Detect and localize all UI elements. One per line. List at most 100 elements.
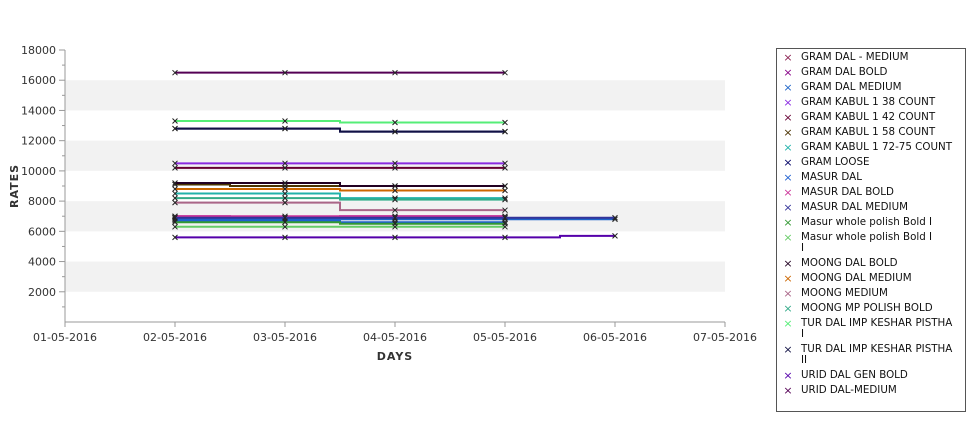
legend-item: × GRAM KABUL 1 58 COUNT [777,126,965,139]
series-3 [172,160,508,167]
legend-item: × GRAM KABUL 1 42 COUNT [777,111,965,124]
legend-label: TUR DAL IMP KESHAR PISTHA I [801,317,953,340]
legend-item: × GRAM KABUL 1 38 COUNT [777,96,965,109]
series-17 [172,118,508,126]
series-16 [172,195,508,203]
data-point [502,160,508,167]
legend-marker-icon: × [783,126,793,139]
data-point [392,165,398,171]
legend-marker-icon: × [783,66,793,79]
data-point [502,69,508,76]
legend-marker-icon: × [783,272,793,285]
series-14 [172,186,508,194]
data-point [392,119,398,126]
legend-item: × GRAM KABUL 1 72-75 COUNT [777,142,965,154]
series-20 [172,69,508,76]
data-point [172,223,178,230]
data-point [282,199,288,206]
data-point [282,186,288,192]
data-point [282,195,288,201]
data-point [282,160,288,167]
data-point [502,187,508,194]
data-point [502,214,508,221]
data-point [172,118,178,124]
data-point [392,207,398,214]
series-line [175,120,505,124]
data-point [392,223,398,230]
data-point [172,186,178,192]
legend-marker-icon: × [783,231,793,244]
y-tick-label: 18000 [21,44,56,57]
data-point [502,207,508,214]
series-12 [172,223,508,230]
legend-marker-icon: × [783,216,793,229]
legend-marker-icon: × [783,156,793,169]
y-tick-label: 6000 [28,225,56,238]
data-point [502,119,508,126]
legend-label: URID DAL GEN BOLD [801,369,908,381]
legend-marker-icon: × [783,186,793,199]
y-tick-label: 4000 [28,256,56,269]
legend-item: × MASUR DAL [777,171,965,184]
legend-item: × GRAM DAL BOLD [777,66,965,79]
data-point [502,183,508,189]
legend-item: × MOONG MP POLISH BOLD [777,302,965,315]
series-line [175,188,505,192]
x-axis-ticks: 01-05-2016 02-05-2016 03-05-2016 04-05-2016… [33,322,757,344]
legend-item: × URID DAL-MEDIUM [777,385,965,397]
series-line [175,234,615,239]
data-point [172,160,178,167]
data-point [172,125,178,132]
data-point [172,214,178,221]
legend-item: × GRAM LOOSE [777,156,965,169]
legend-label: GRAM DAL BOLD [801,66,888,78]
legend-marker-icon: × [783,343,793,356]
data-point [172,234,178,241]
y-tick-label: 12000 [21,135,56,148]
data-point [392,187,398,194]
legend-marker-icon: × [783,302,793,315]
data-point [172,190,178,197]
legend-item: × GRAM DAL MEDIUM [777,81,965,94]
y-tick-label: 2000 [28,286,56,299]
legend-marker-icon: × [783,96,793,109]
legend-label: MASUR DAL BOLD [801,186,894,198]
legend-label: MASUR DAL [801,171,862,183]
legend-item: × TUR DAL IMP KESHAR PISTHA II [777,344,965,366]
series-15 [172,199,508,214]
data-point [282,214,288,221]
series-10 [172,214,618,221]
data-point [172,165,178,171]
data-point [392,214,398,221]
x-tick-label: 05-05-2016 [473,331,537,344]
legend-marker-icon: × [783,201,793,214]
legend-marker-icon: × [783,369,793,382]
legend-label: GRAM DAL MEDIUM [801,81,902,93]
data-point [502,128,508,135]
legend-label: MOONG MEDIUM [801,287,888,299]
data-point [282,234,288,241]
data-point [392,234,398,241]
data-point [172,69,178,76]
y-axis-ticks: 2000 4000 6000 8000 10000 12000 14000 16000 1800… [21,44,65,308]
series-line [175,221,505,225]
legend-label: Masur whole polish Bold I I [801,231,933,254]
x-tick-label: 06-05-2016 [583,331,647,344]
legend-label: GRAM KABUL 1 58 COUNT [801,126,936,138]
legend-marker-icon: × [783,171,793,184]
legend-item: × URID DAL GEN BOLD [777,369,965,382]
data-point [502,234,508,241]
legend-marker-icon: × [783,257,793,270]
series-lines [172,69,618,241]
legend-item: × GRAM DAL - MEDIUM [777,52,965,64]
grid-band [65,140,725,171]
line-chart: 2000 4000 6000 8000 10000 12000 14000 16000 1800… [8,44,757,363]
series-line [175,192,505,200]
data-point [392,196,398,203]
grid-band [65,80,725,111]
legend: × GRAM DAL - MEDIUM × GRAM DAL BOLD × GRAM DA… [776,48,966,412]
legend-label: GRAM KABUL 1 42 COUNT [801,111,936,123]
legend-item: × MOONG DAL BOLD [777,257,965,270]
legend-label: GRAM LOOSE [801,156,870,168]
grid-band [65,261,725,292]
